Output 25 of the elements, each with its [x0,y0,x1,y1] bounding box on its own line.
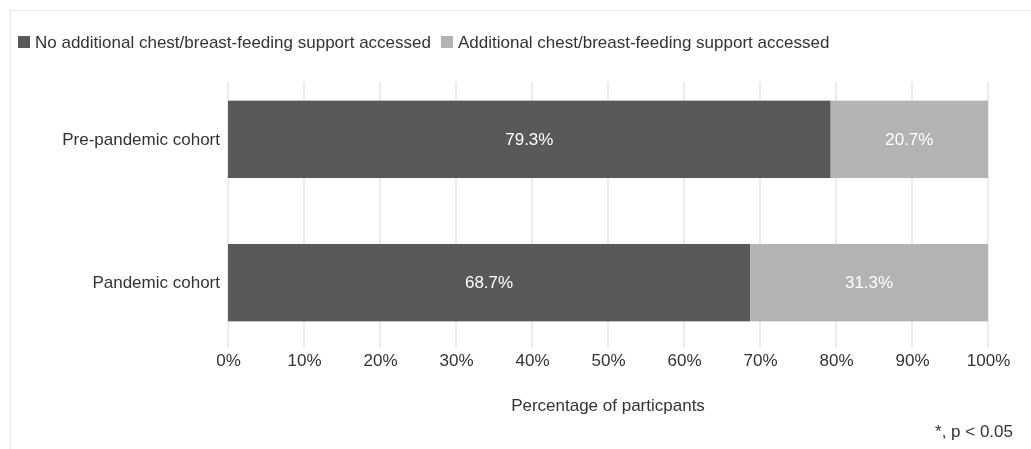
text: *, p < 0.05 [935,422,1013,441]
data-label: 68.7% [464,273,514,293]
bar [228,243,751,322]
bar [750,243,988,322]
x-axis-title: Percentage of particpants [511,396,705,415]
y-tick-label: Pandemic cohort [92,273,221,293]
x-tick-label: 30% [439,351,474,371]
x-tick-label: 100% [966,351,1011,371]
legend-label: Additional chest/breast-feeding support accessed [457,32,830,52]
x-tick-label: 80% [819,351,854,371]
bar [228,100,831,179]
legend-label: No additional chest/breast-feeding support accessed [35,32,431,52]
x-tick-label: 70% [743,351,778,371]
x-tick-label: 10% [287,351,322,371]
x-tick-label: 40% [515,351,550,371]
data-label: 79.3% [505,129,554,149]
x-tick-label: 60% [667,351,702,371]
bar [830,100,988,179]
x-tick-label: 20% [363,351,398,371]
x-tick-label: 50% [591,351,626,371]
y-tick-label: Pre-pandemic cohort [62,129,221,149]
data-label: 31.3% [844,273,894,293]
data-label: 20.7% [885,129,934,149]
x-tick-label: 0% [216,351,241,371]
x-tick-label: 90% [895,351,930,371]
